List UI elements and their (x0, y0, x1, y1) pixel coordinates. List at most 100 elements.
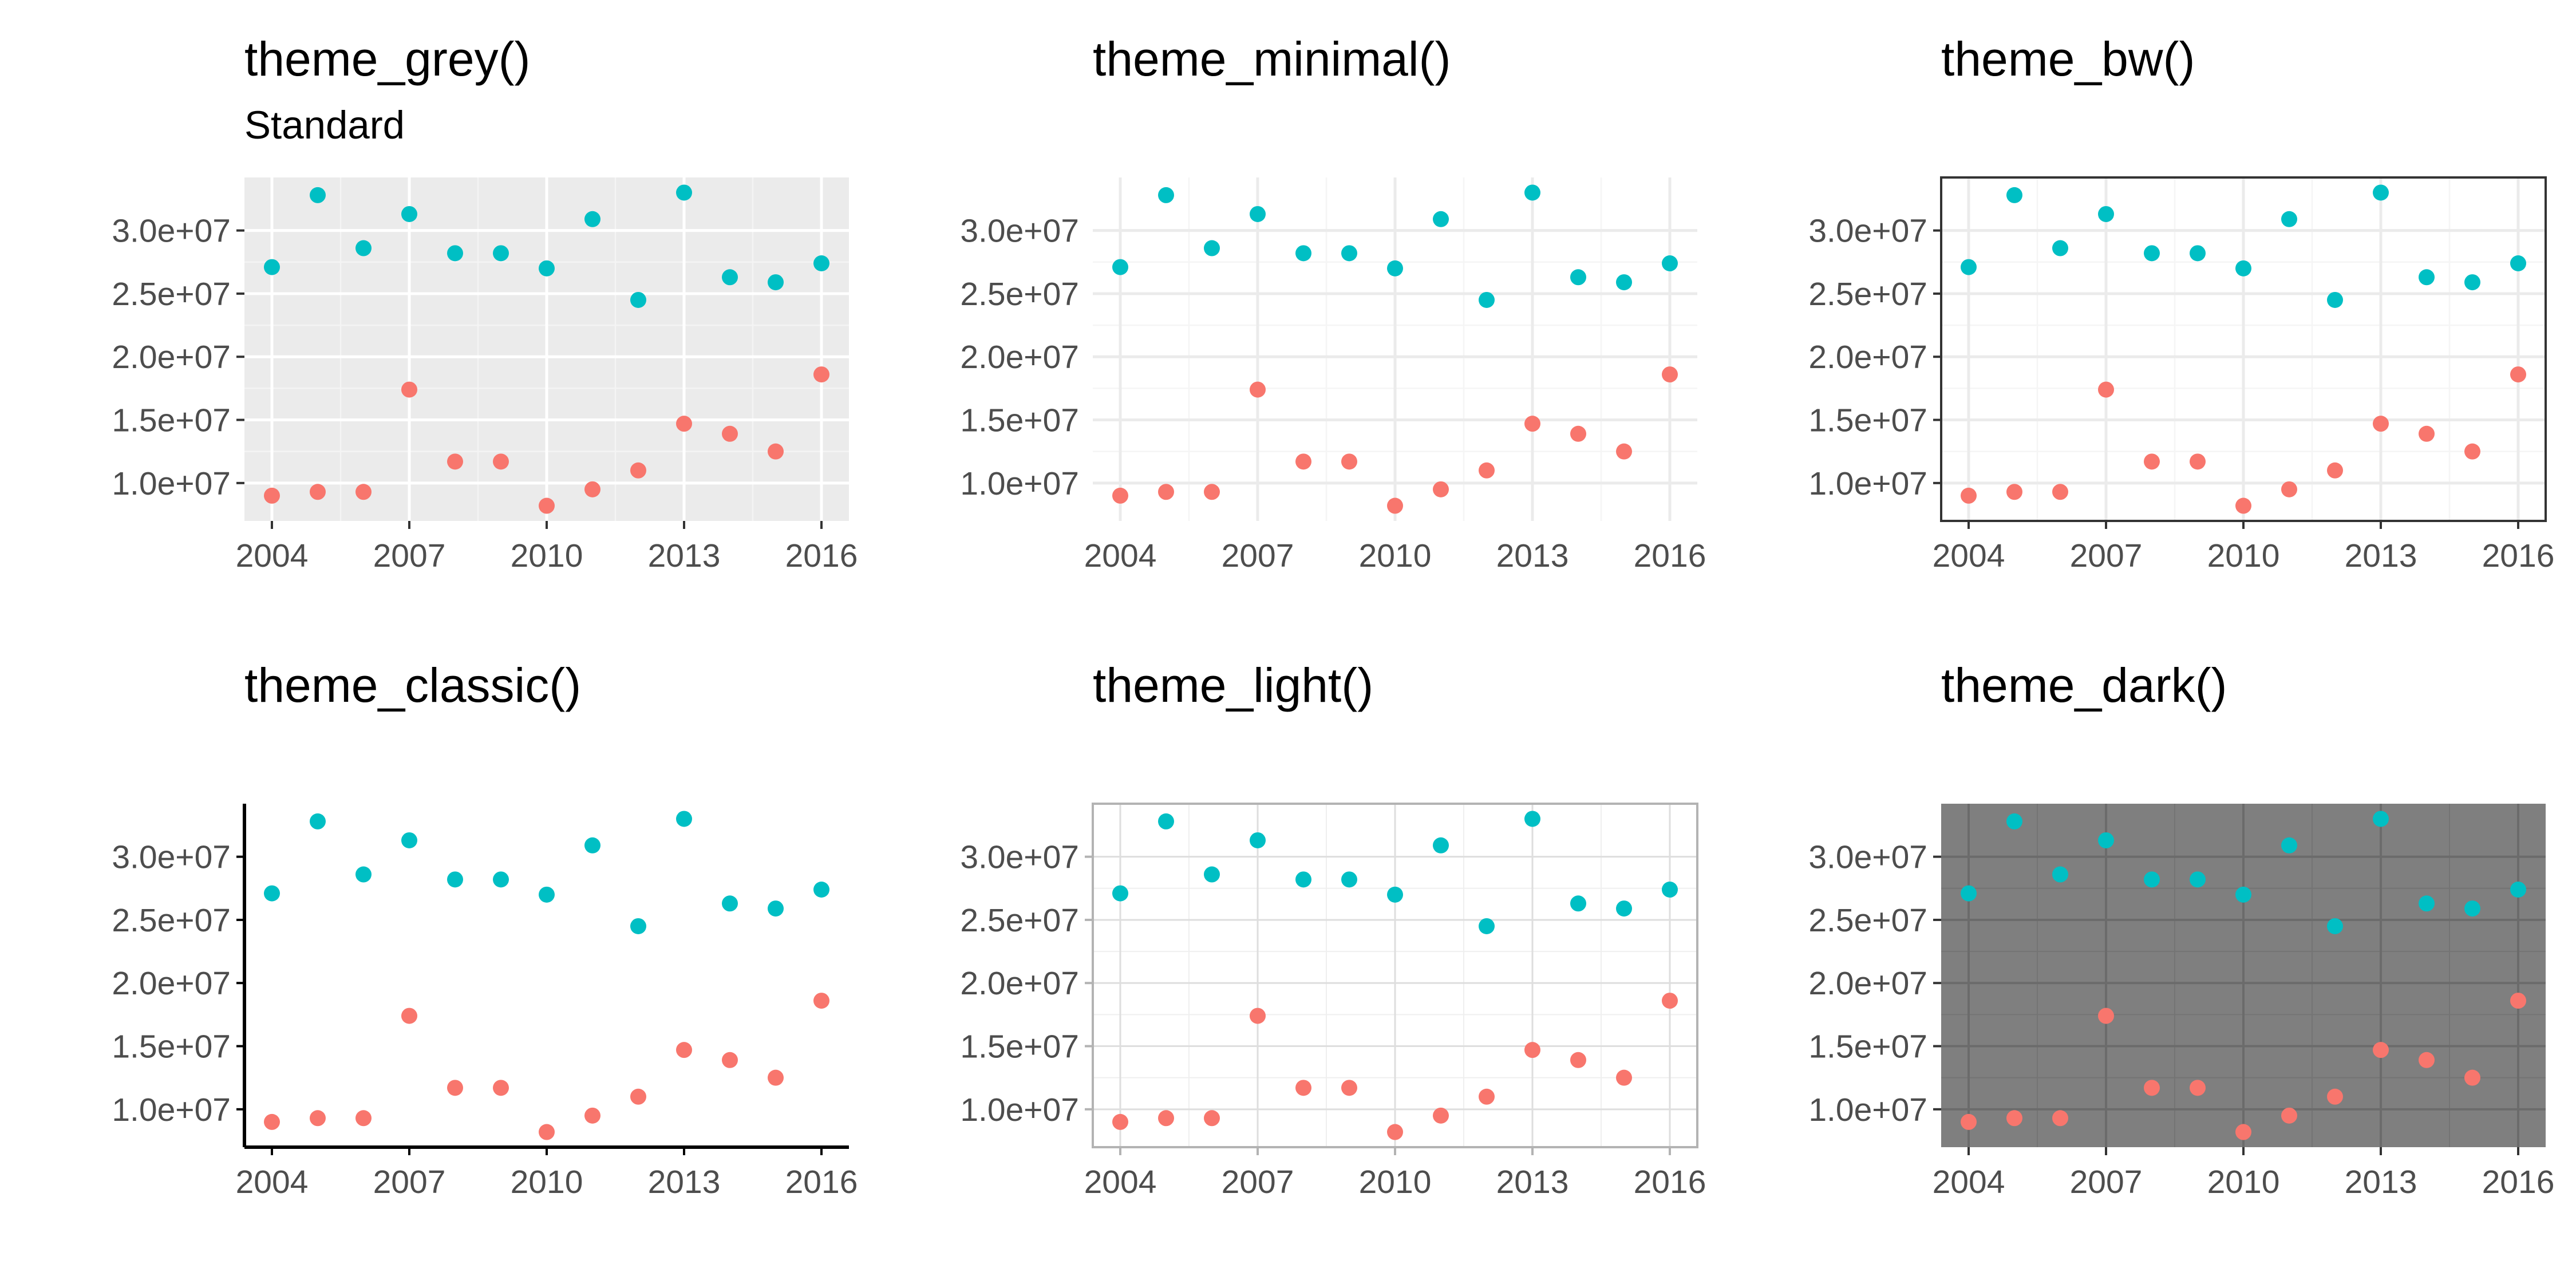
data-point-series-1 (539, 497, 555, 514)
data-point-series-2 (1158, 187, 1174, 203)
data-point-series-2 (630, 291, 646, 308)
x-tick-label: 2013 (2345, 1164, 2417, 1200)
data-point-series-1 (493, 1080, 509, 1096)
data-point-series-2 (447, 245, 463, 262)
data-point-series-1 (2510, 366, 2526, 383)
x-tick-label: 2010 (511, 538, 583, 574)
y-tick-label: 1.5e+07 (960, 1029, 1079, 1065)
data-point-series-1 (1295, 453, 1311, 470)
data-point-series-1 (2052, 484, 2068, 500)
y-tick-label: 3.0e+07 (1808, 839, 1927, 876)
data-point-series-2 (584, 211, 600, 227)
y-tick-label: 1.5e+07 (112, 1029, 231, 1065)
data-point-series-1 (355, 484, 372, 500)
data-point-series-1 (1341, 1080, 1357, 1096)
data-point-series-1 (1158, 1110, 1174, 1127)
y-tick-label: 3.0e+07 (112, 839, 231, 876)
data-point-series-1 (2144, 453, 2160, 470)
x-tick-label: 2016 (785, 538, 858, 574)
data-point-series-1 (1524, 416, 1540, 432)
data-point-series-1 (2190, 453, 2206, 470)
x-tick-label: 2010 (2207, 538, 2280, 574)
x-tick-label: 2004 (1084, 538, 1157, 574)
data-point-series-2 (722, 269, 738, 286)
x-tick-label: 2007 (1222, 1164, 1294, 1200)
data-point-series-1 (676, 1042, 692, 1058)
panel-title: theme_bw() (1941, 32, 2195, 86)
data-point-series-1 (1570, 425, 1586, 442)
data-point-series-1 (2281, 1107, 2297, 1124)
data-point-series-2 (584, 837, 600, 854)
data-point-series-2 (2235, 886, 2251, 903)
data-point-series-2 (2510, 882, 2526, 898)
data-point-series-2 (2006, 813, 2022, 829)
y-tick-label: 3.0e+07 (112, 213, 231, 250)
data-point-series-2 (1433, 837, 1449, 854)
panel-subtitle: Standard (244, 103, 405, 147)
data-point-series-2 (1250, 832, 1266, 848)
y-tick-label: 1.5e+07 (1808, 1029, 1927, 1065)
data-point-series-1 (722, 1052, 738, 1068)
data-point-series-1 (768, 443, 784, 460)
y-tick-label: 1.0e+07 (1808, 1092, 1927, 1128)
data-point-series-1 (2098, 381, 2114, 398)
data-point-series-1 (1961, 487, 1977, 504)
data-point-series-1 (310, 484, 326, 500)
data-point-series-2 (813, 882, 829, 898)
data-point-series-2 (355, 240, 372, 256)
y-tick-label: 2.0e+07 (1808, 965, 1927, 1002)
data-point-series-2 (1295, 245, 1311, 262)
x-tick-label: 2016 (2482, 538, 2555, 574)
data-point-series-1 (1341, 453, 1357, 470)
data-point-series-2 (310, 187, 326, 203)
y-tick-label: 2.5e+07 (1808, 902, 1927, 939)
panel-bw: theme_bw() 1.0e+07 1.5e+07 2.0e+07 2.5e+07 3.… (1808, 32, 2554, 574)
data-point-series-1 (2006, 484, 2022, 500)
y-tick-label: 2.5e+07 (112, 276, 231, 313)
data-point-series-1 (2464, 1069, 2480, 1086)
data-point-series-2 (1479, 291, 1495, 308)
x-tick-label: 2013 (648, 1164, 721, 1200)
data-point-series-2 (1961, 259, 1977, 275)
data-point-series-2 (722, 895, 738, 912)
data-point-series-2 (2419, 269, 2435, 286)
data-point-series-2 (401, 206, 417, 222)
data-point-series-1 (1112, 487, 1128, 504)
data-point-series-2 (1341, 245, 1357, 262)
y-tick-label: 1.5e+07 (112, 402, 231, 439)
y-tick-label: 2.0e+07 (960, 339, 1079, 376)
x-tick-label: 2010 (2207, 1164, 2280, 1200)
data-point-series-1 (2419, 425, 2435, 442)
data-point-series-1 (2006, 1110, 2022, 1127)
data-point-series-2 (355, 866, 372, 883)
data-point-series-2 (1433, 211, 1449, 227)
data-point-series-1 (355, 1110, 372, 1127)
data-point-series-1 (1961, 1113, 1977, 1130)
data-point-series-1 (1433, 1107, 1449, 1124)
data-point-series-1 (1433, 481, 1449, 497)
data-point-series-1 (2373, 416, 2389, 432)
data-point-series-1 (2327, 1088, 2343, 1105)
data-point-series-1 (630, 462, 646, 479)
data-point-series-1 (2190, 1080, 2206, 1096)
data-point-series-2 (1662, 255, 1678, 271)
y-tick-label: 2.5e+07 (1808, 276, 1927, 313)
data-point-series-1 (2281, 481, 2297, 497)
x-tick-label: 2016 (1634, 538, 1706, 574)
data-point-series-2 (1204, 240, 1220, 256)
data-point-series-2 (539, 260, 555, 276)
data-point-series-2 (2098, 832, 2114, 848)
data-point-series-2 (2190, 245, 2206, 262)
data-point-series-2 (813, 255, 829, 271)
data-point-series-2 (310, 813, 326, 829)
data-point-series-2 (1112, 885, 1128, 902)
y-tick-label: 3.0e+07 (960, 839, 1079, 876)
data-point-series-2 (1158, 813, 1174, 829)
x-tick-label: 2004 (236, 1164, 309, 1200)
data-point-series-2 (1662, 882, 1678, 898)
data-point-series-2 (2098, 206, 2114, 222)
data-point-series-1 (1524, 1042, 1540, 1058)
x-tick-label: 2016 (785, 1164, 858, 1200)
data-point-series-2 (2052, 240, 2068, 256)
data-point-series-2 (1570, 895, 1586, 912)
